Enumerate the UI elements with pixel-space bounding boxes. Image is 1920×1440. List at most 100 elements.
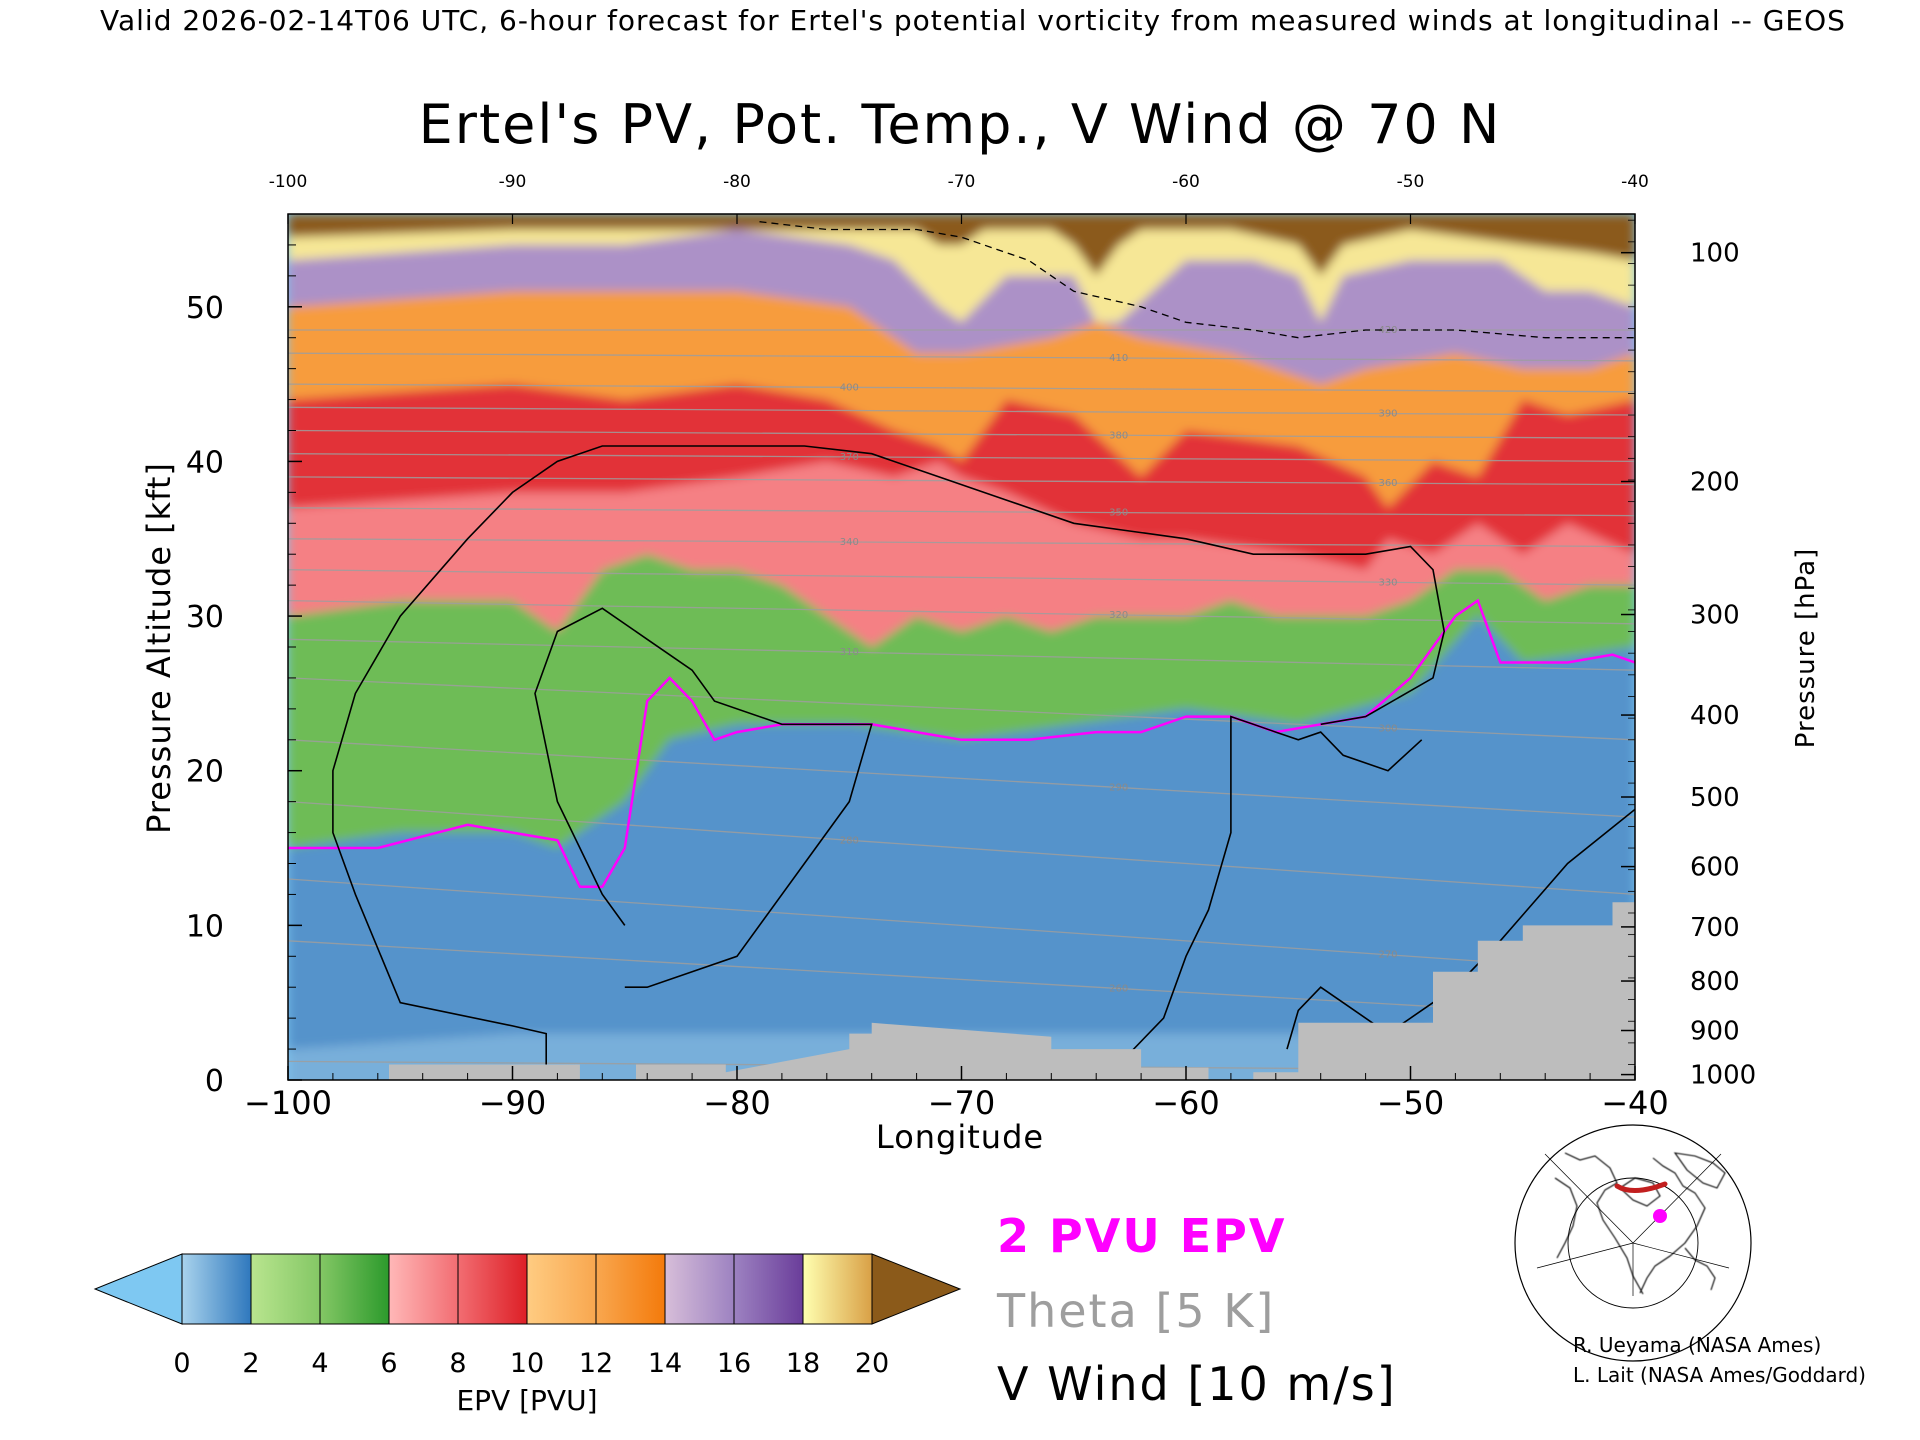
colorbar-tick-label: 14 <box>648 1348 682 1379</box>
right-tick-label: 800 <box>1690 967 1740 997</box>
colorbar-tick-label: 16 <box>717 1348 751 1379</box>
bottom-tick-label: −60 <box>1152 1084 1220 1122</box>
left-axis: 0 10 20 30 40 50 <box>186 244 302 1099</box>
theta-label: 400 <box>840 382 859 393</box>
bottom-tick-label: −100 <box>244 1084 332 1122</box>
map-meridian-4 <box>1632 1242 1730 1269</box>
map-meridian-1 <box>1544 1153 1634 1244</box>
colorbar-segment <box>526 1253 597 1325</box>
bottom-tick-label: −70 <box>928 1084 996 1122</box>
map-coastlines <box>1554 1152 1726 1295</box>
theta-line <box>288 352 1635 362</box>
legend-epv: 2 PVU EPV <box>997 1209 1286 1263</box>
right-tick-label: 1000 <box>1690 1061 1756 1091</box>
left-tick-label: 20 <box>186 755 224 790</box>
colorbar-segment <box>802 1253 873 1325</box>
left-tick-label: 40 <box>186 445 224 480</box>
colorbar-tick-label: 8 <box>449 1348 466 1379</box>
bottom-tick-label: −40 <box>1601 1084 1669 1122</box>
colorbar-label: EPV [PVU] <box>456 1384 597 1417</box>
right-tick-label: 500 <box>1690 783 1740 813</box>
bottom-tick-label: −50 <box>1377 1084 1445 1122</box>
map-meridian-2 <box>1632 1153 1722 1244</box>
top-tick-label: -50 <box>1397 172 1425 192</box>
plot-area: 2502602702802903003103203303403503603703… <box>288 214 1635 1080</box>
v-wind-contour <box>534 607 873 988</box>
right-tick-label: 400 <box>1690 701 1740 731</box>
top-tick-label: -60 <box>1172 172 1200 192</box>
left-tick-label: 50 <box>186 291 224 326</box>
theta-label: 370 <box>840 452 859 463</box>
colorbar-tick-label: 6 <box>380 1348 397 1379</box>
theta-label: 300 <box>1378 723 1397 734</box>
map-section-track <box>1614 1181 1668 1193</box>
right-axis-label: Pressure [hPa] <box>1791 548 1821 749</box>
top-tick-label: -40 <box>1621 172 1649 192</box>
chart-title: Ertel's PV, Pot. Temp., V Wind @ 70 N <box>419 93 1502 156</box>
theta-line <box>288 476 1635 486</box>
bottom-tick-label: −80 <box>703 1084 771 1122</box>
right-tick-label: 700 <box>1690 913 1740 943</box>
theta-line <box>288 800 1635 896</box>
colorbar-tick-label: 4 <box>311 1348 328 1379</box>
locator-map <box>1514 1124 1752 1362</box>
map-circle-inner <box>1567 1177 1699 1309</box>
top-tick-label: -100 <box>269 172 308 192</box>
colorbar-segment <box>457 1253 528 1325</box>
theta-label: 310 <box>840 647 859 658</box>
v-wind-contour <box>1073 715 1423 1080</box>
theta-label: 320 <box>1109 610 1128 621</box>
theta-label: 270 <box>1378 950 1397 961</box>
right-tick-label: 600 <box>1690 853 1740 883</box>
theta-label: 290 <box>1109 783 1128 794</box>
theta-line <box>288 638 1635 671</box>
theta-label: 280 <box>840 835 859 846</box>
top-tick-label: -80 <box>723 172 751 192</box>
colorbar-segment <box>181 1253 252 1325</box>
v-wind-contour <box>332 445 1446 1080</box>
credit-line-2: L. Lait (NASA Ames/Goddard) <box>1573 1363 1866 1387</box>
theta-label: 410 <box>1109 353 1128 364</box>
theta-label: 340 <box>840 537 859 548</box>
pv-field <box>288 214 1635 1080</box>
epv-2pvu-contour <box>288 598 1635 888</box>
right-tick-label: 100 <box>1690 239 1740 269</box>
colorbar-tick-label: 10 <box>510 1348 544 1379</box>
right-tick-label: 900 <box>1690 1017 1740 1047</box>
credit-line-1: R. Ueyama (NASA Ames) <box>1573 1333 1821 1357</box>
left-tick-label: 0 <box>205 1064 224 1099</box>
top-tick-label: -90 <box>499 172 527 192</box>
right-axis: 1000 900 800 700 600 500 400 300 200 100 <box>1621 219 1756 1091</box>
colorbar-tick-label: 12 <box>579 1348 613 1379</box>
theta-label: 350 <box>1109 508 1128 519</box>
top-tick-label: -70 <box>948 172 976 192</box>
theta-line <box>288 940 1635 1019</box>
map-location-marker <box>1653 1209 1667 1223</box>
colorbar-tick-label: 0 <box>173 1348 190 1379</box>
theta-line <box>288 599 1635 625</box>
colorbar: 0 2 4 6 8 10 12 14 16 18 20 <box>93 1253 962 1379</box>
pv-layer <box>288 956 1635 1080</box>
colorbar-tick-label: 18 <box>786 1348 820 1379</box>
legend-vwind: V Wind [10 m/s] <box>997 1357 1397 1411</box>
theta-line <box>288 677 1635 741</box>
theta-line <box>288 739 1635 818</box>
colorbar-over-arrow <box>871 1253 962 1325</box>
theta-line <box>288 878 1635 973</box>
colorbar-segment <box>595 1253 666 1325</box>
colorbar-segment <box>319 1253 390 1325</box>
theta-label: 360 <box>1378 478 1397 489</box>
header-line: Valid 2026-02-14T06 UTC, 6-hour forecast… <box>100 4 1846 37</box>
theta-line <box>288 538 1635 548</box>
left-tick-label: 10 <box>186 909 224 944</box>
left-tick-label: 30 <box>186 600 224 635</box>
theta-label: 380 <box>1109 430 1128 441</box>
theta-line <box>288 383 1635 393</box>
terrain-mask <box>288 902 1635 1080</box>
theta-label: 390 <box>1378 409 1397 420</box>
theta-line <box>288 453 1635 463</box>
tropopause-dashed-line <box>759 221 1635 339</box>
colorbar-under-arrow <box>93 1253 183 1325</box>
bottom-tick-label: −90 <box>479 1084 547 1122</box>
